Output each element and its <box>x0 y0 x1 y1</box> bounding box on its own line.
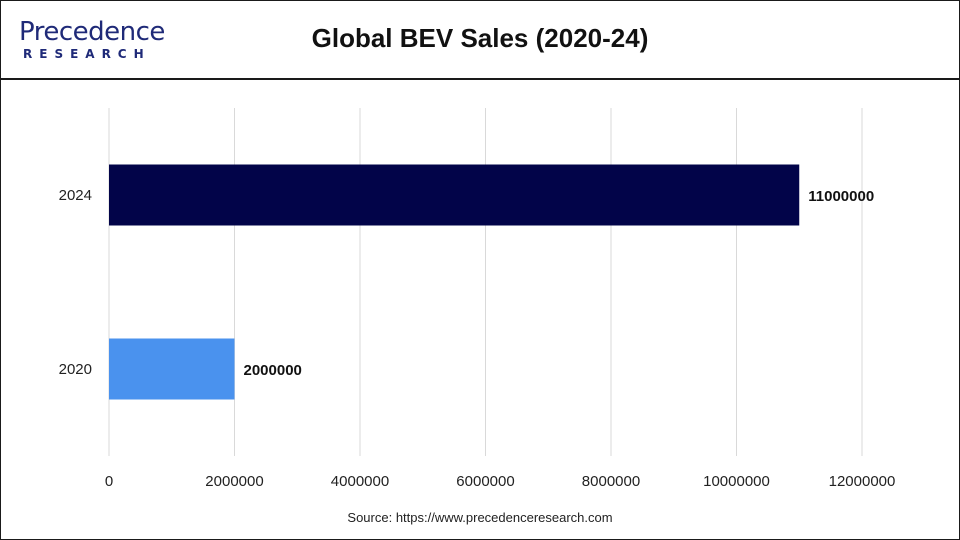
x-tick-label: 8000000 <box>582 473 640 490</box>
x-tick-label: 12000000 <box>829 473 896 490</box>
header: Precedence RESEARCH Global BEV Sales (20… <box>1 1 959 80</box>
x-tick-label: 10000000 <box>703 473 770 490</box>
data-label: 2000000 <box>244 362 302 379</box>
bar-2024 <box>109 164 800 226</box>
data-label: 11000000 <box>808 188 874 205</box>
y-category-label: 2020 <box>59 361 92 378</box>
chart-title: Global BEV Sales (2020-24) <box>311 23 649 53</box>
x-tick-label: 0 <box>105 473 113 490</box>
brand-logo: Precedence RESEARCH <box>19 15 165 65</box>
source-note: Source: https://www.precedenceresearch.c… <box>347 510 613 525</box>
logo-wordmark: Precedence <box>19 17 165 47</box>
x-tick-label: 4000000 <box>331 473 389 490</box>
y-category-label: 2024 <box>59 187 92 204</box>
x-tick-label: 6000000 <box>456 473 514 490</box>
bar-2020 <box>109 338 235 400</box>
x-tick-label: 2000000 <box>205 473 263 490</box>
logo-subtitle: RESEARCH <box>23 47 151 61</box>
bar-chart: 0 2000000 4000000 6000000 8000000 10000000 120… <box>59 108 896 490</box>
